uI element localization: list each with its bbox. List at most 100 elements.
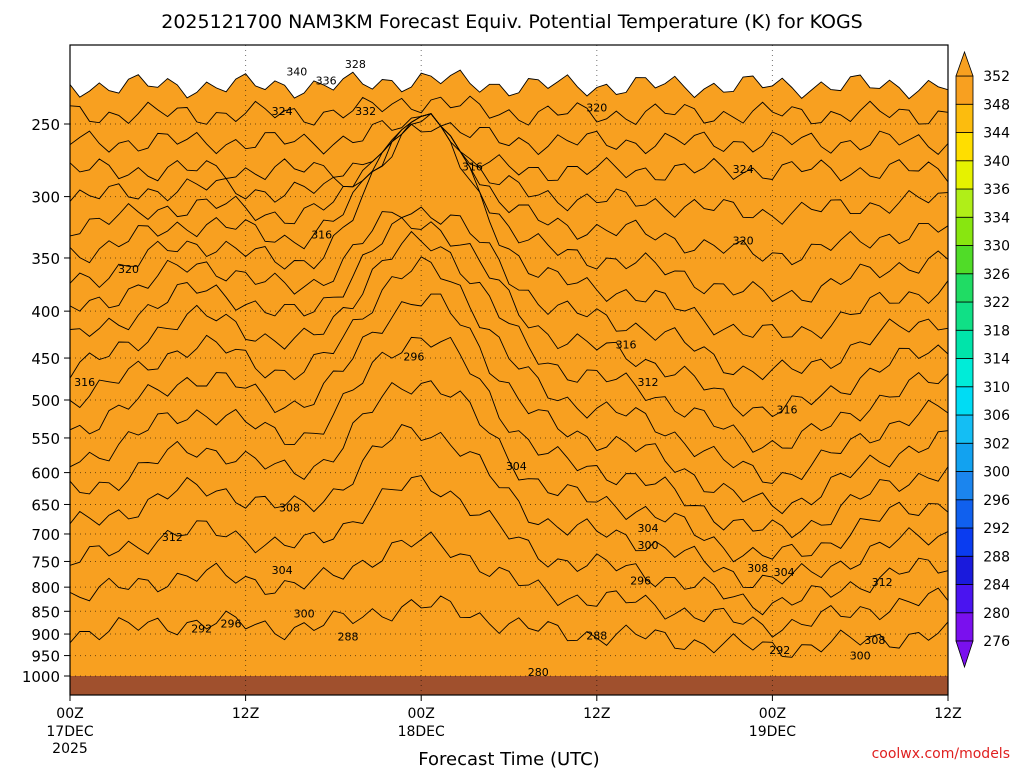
contour-348	[70, 69, 948, 100]
colorbar-segment	[955, 499, 974, 529]
colorbar-label: 302	[983, 436, 1010, 452]
contour-label: 316	[311, 229, 332, 242]
colorbar-bottom-arrow	[955, 640, 974, 669]
contour-label: 320	[586, 102, 607, 115]
x-tick-date: 19DEC	[749, 724, 796, 740]
x-axis-label: Forecast Time (UTC)	[418, 749, 599, 768]
colorbar-segment	[955, 358, 974, 388]
colorbar-segment	[955, 527, 974, 557]
contour-label: 296	[630, 575, 651, 588]
colorbar-label: 276	[983, 634, 1010, 650]
colorbar-segment	[955, 103, 974, 133]
contour-336	[70, 113, 948, 183]
colorbar-segment	[955, 132, 974, 162]
contour-300	[70, 336, 948, 539]
y-tick-label: 1000	[22, 668, 60, 686]
contour-lines	[70, 69, 948, 658]
contour-label: 328	[345, 58, 366, 71]
colorbar-segment	[955, 75, 974, 105]
credit-text: coolwx.com/models	[872, 746, 1010, 762]
colorbar-label: 322	[983, 295, 1010, 311]
contour-label: 316	[616, 339, 637, 352]
colorbar-segment	[955, 386, 974, 416]
colorbar-segment	[955, 216, 974, 246]
colorbar-segment	[955, 442, 974, 472]
y-axis: 250 300 350 400 450 500 550 600 650 700 750 800 850 9…	[22, 116, 70, 686]
y-tick-label: 500	[31, 392, 60, 410]
y-tick-label: 850	[31, 603, 60, 621]
y-tick-label: 650	[31, 496, 60, 514]
contour-label: 304	[272, 564, 293, 577]
y-tick-label: 800	[31, 579, 60, 597]
colorbar: 280 284 288 292 296 300 302 306 310 314 318 322 326 3…	[955, 50, 1010, 669]
contour-284	[70, 531, 948, 638]
contour-label: 280	[528, 666, 549, 679]
y-tick-label: 900	[31, 626, 60, 644]
colorbar-label: 314	[983, 352, 1010, 368]
contour-label: 300	[850, 650, 871, 663]
temperature-bands	[70, 70, 948, 695]
colorbar-label: 288	[983, 549, 1010, 565]
colorbar-label: 344	[983, 126, 1010, 142]
x-tick-year: 2025	[52, 741, 88, 757]
contour-label: 292	[191, 623, 212, 636]
contour-310	[70, 230, 948, 453]
y-tick-label: 700	[31, 526, 60, 544]
contour-322	[70, 123, 948, 340]
contour-label: 304	[774, 566, 795, 579]
contour-306	[70, 256, 948, 484]
contour-318	[70, 206, 948, 381]
colorbar-label: 280	[983, 606, 1010, 622]
plot-area	[70, 69, 948, 695]
x-tick-label: 12Z	[232, 706, 259, 722]
contour-label: 300	[294, 608, 315, 621]
contour-280	[70, 595, 948, 658]
colorbar-label: 318	[983, 323, 1010, 339]
x-tick-label: 00Z	[407, 706, 434, 722]
colorbar-label: 326	[983, 267, 1010, 283]
contour-label: 308	[864, 634, 885, 647]
contour-326	[70, 113, 948, 303]
y-tick-label: 450	[31, 350, 60, 368]
colorbar-segment	[955, 160, 974, 190]
contour-label: 312	[162, 531, 183, 544]
y-tick-label: 350	[31, 250, 60, 268]
y-tick-label: 750	[31, 553, 60, 571]
colorbar-label: 310	[983, 380, 1010, 396]
contour-label: 296	[403, 350, 424, 363]
y-tick-label: 950	[31, 648, 60, 666]
contour-label: 316	[74, 376, 95, 389]
contour-label: 308	[279, 502, 300, 515]
contour-292	[70, 424, 948, 588]
x-tick-label: 12Z	[934, 706, 961, 722]
contour-296	[70, 380, 948, 563]
contour-340	[70, 113, 948, 156]
y-tick-label: 600	[31, 465, 60, 483]
contour-label: 324	[733, 163, 754, 176]
contour-label: 332	[355, 105, 376, 118]
colorbar-segment	[955, 414, 974, 444]
x-tick-label: 00Z	[56, 706, 83, 722]
contour-label: 316	[777, 403, 798, 416]
colorbar-segment	[955, 188, 974, 218]
colorbar-segment	[955, 329, 974, 359]
colorbar-segment	[955, 471, 974, 501]
contour-label: 336	[316, 74, 337, 87]
colorbar-label: 334	[983, 210, 1010, 226]
contour-label: 296	[220, 618, 241, 631]
colorbar-segment	[955, 555, 974, 585]
colorbar-label: 284	[983, 578, 1010, 594]
contour-344	[70, 95, 948, 126]
y-tick-label: 300	[31, 189, 60, 207]
colorbar-label: 292	[983, 521, 1010, 537]
contour-302	[70, 293, 948, 515]
colorbar-label: 330	[983, 239, 1010, 255]
contour-330	[70, 113, 948, 266]
x-tick-date: 18DEC	[398, 724, 445, 740]
contour-label: 312	[638, 376, 659, 389]
contour-label: 304	[506, 460, 527, 473]
colorbar-segment	[955, 612, 974, 642]
colorbar-label: 336	[983, 182, 1010, 198]
contour-334	[70, 113, 948, 225]
